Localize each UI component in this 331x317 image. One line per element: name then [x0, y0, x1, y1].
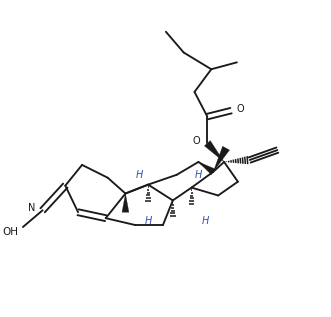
- Text: O: O: [193, 136, 200, 146]
- Text: H: H: [195, 170, 202, 180]
- Text: N: N: [28, 203, 35, 213]
- Text: H: H: [144, 216, 152, 226]
- Polygon shape: [199, 162, 215, 175]
- Text: OH: OH: [2, 227, 18, 237]
- Polygon shape: [122, 193, 129, 212]
- Text: O: O: [236, 104, 244, 114]
- Text: H: H: [202, 216, 209, 226]
- Text: H: H: [136, 170, 143, 180]
- Polygon shape: [213, 146, 229, 172]
- Polygon shape: [204, 140, 224, 162]
